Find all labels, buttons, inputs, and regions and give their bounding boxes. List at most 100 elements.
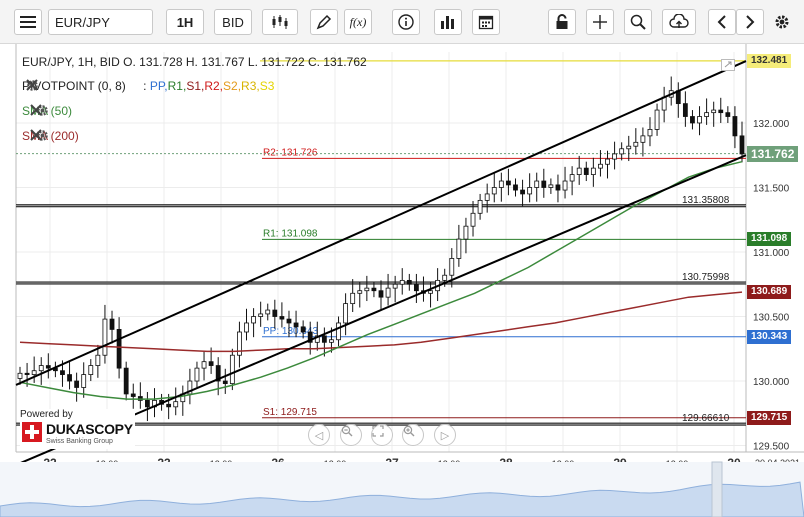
candle-body [265, 309, 271, 315]
pivot-legend: PIVOTPOINT (0, 8) : PP, R1, S1, R2, S2, … [22, 79, 274, 93]
zoom-in-icon [403, 425, 415, 437]
candle-body [527, 187, 533, 195]
crosshair-button[interactable] [586, 9, 614, 35]
price-type-select[interactable]: BID [214, 9, 252, 35]
y-tick-label: 131.000 [753, 248, 790, 259]
candle-body [661, 96, 667, 111]
menu-button[interactable] [14, 9, 42, 35]
price-tag: 130.689 [747, 285, 792, 300]
scroll-left-button[interactable] [708, 9, 736, 35]
chart-area[interactable]: 2212:002312:002612:002712:002812:002912:… [0, 44, 804, 517]
candle-body [498, 180, 504, 188]
level-label: 130.75998 [682, 272, 730, 283]
candle-body [229, 354, 235, 385]
candle-body [739, 135, 745, 155]
candle-body [534, 180, 540, 188]
candle-body [279, 316, 285, 320]
lock-button[interactable] [548, 9, 576, 35]
candle-body [690, 116, 695, 124]
candle-body [102, 318, 108, 356]
level-label: 129.66610 [682, 413, 730, 424]
fit-button[interactable] [371, 424, 393, 446]
draw-tool-button[interactable] [310, 9, 338, 35]
nav-back-button[interactable]: ◁ [308, 424, 330, 446]
price-tag: 131.098 [747, 232, 792, 247]
candle-body [88, 365, 94, 375]
candle-body [166, 403, 172, 408]
symbol-select[interactable]: EUR/JPY [48, 9, 153, 35]
candle-body [718, 109, 724, 114]
pivot-item: S1, [186, 79, 205, 93]
bar-chart-icon [441, 16, 454, 29]
candle-body [647, 129, 653, 137]
expand-button[interactable] [721, 59, 735, 71]
nav-forward-button[interactable]: ▷ [434, 424, 456, 446]
candle-body [95, 354, 101, 366]
price-tag: 130.343 [747, 329, 792, 344]
upload-button[interactable] [662, 9, 696, 35]
chevron-right-icon [746, 15, 755, 29]
candle-body [293, 322, 299, 328]
candle-body [272, 309, 278, 317]
candle-body [60, 370, 65, 375]
calendar-icon [478, 15, 494, 30]
gear-icon[interactable] [36, 104, 49, 117]
chevron-left-icon [717, 15, 726, 29]
close-icon[interactable] [30, 104, 42, 116]
dukascopy-logo: Powered by DUKASCOPY Swiss Banking Group [20, 409, 135, 449]
settings-button[interactable] [768, 9, 796, 35]
price-chart[interactable]: 2212:002312:002612:002712:002812:002912:… [0, 44, 804, 517]
zoom-out-button[interactable] [340, 424, 362, 446]
candle-body [258, 313, 264, 317]
indicators-button[interactable]: f(x) [344, 9, 372, 35]
candle-body [208, 361, 214, 366]
close-icon[interactable] [30, 129, 42, 141]
chart-type-button[interactable] [262, 9, 298, 35]
volume-button[interactable] [434, 9, 462, 35]
candle-body [201, 361, 207, 369]
candle-body [520, 189, 525, 195]
candle-body [555, 184, 561, 191]
level-label: R2: 131.726 [263, 147, 318, 158]
close-icon[interactable] [26, 79, 38, 91]
candle-body [456, 238, 462, 259]
candle-body [385, 287, 391, 298]
candle-body [31, 370, 37, 375]
info-icon [398, 14, 414, 30]
zoom-out-icon [341, 425, 353, 437]
pivot-item: S2, [223, 79, 242, 93]
candle-body [364, 287, 370, 292]
swiss-cross-icon [22, 422, 42, 442]
candle-body [484, 193, 490, 201]
y-tick-label: 130.000 [753, 377, 790, 388]
candle-body [619, 148, 625, 155]
timeframe-select[interactable]: 1H [166, 9, 204, 35]
sma200-label: SMA (200) [22, 129, 79, 143]
pencil-icon [316, 14, 332, 30]
candle-body [711, 109, 717, 114]
calendar-button[interactable] [472, 9, 500, 35]
candle-body [307, 331, 313, 343]
price-tag: 132.481 [747, 53, 792, 68]
candle-body [116, 329, 122, 369]
gear-icon[interactable] [36, 129, 49, 142]
ohlc-header: EUR/JPY, 1H, BID O. 131.728 H. 131.767 L… [22, 55, 367, 69]
candle-body [541, 180, 547, 188]
candle-body [24, 372, 30, 375]
candle-body [130, 393, 136, 397]
zoom-in-button[interactable] [402, 424, 424, 446]
candle-body [343, 303, 349, 324]
candle-body [477, 199, 483, 214]
candle-body [463, 225, 469, 240]
candle-body [237, 331, 242, 356]
candle-body [569, 174, 575, 182]
scroll-right-button[interactable] [736, 9, 764, 35]
level-label: S1: 129.715 [263, 407, 317, 418]
candle-body [17, 372, 23, 379]
info-button[interactable] [392, 9, 420, 35]
candle-body [74, 380, 80, 388]
candle-body [449, 258, 455, 276]
candle-body [314, 335, 320, 343]
zoom-button[interactable] [624, 9, 652, 35]
